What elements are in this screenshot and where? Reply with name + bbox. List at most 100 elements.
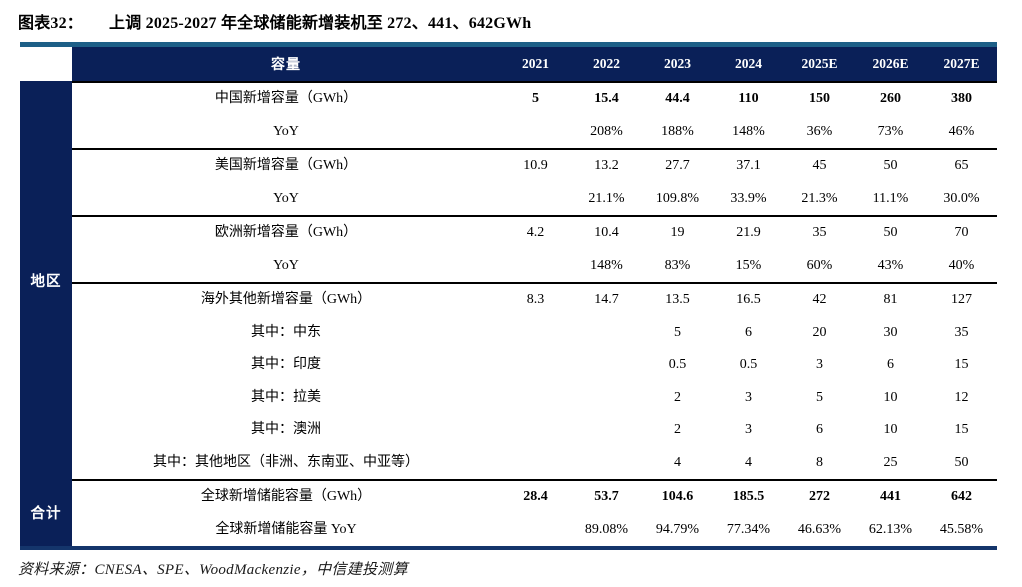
table-corner-cell <box>20 47 72 81</box>
value-cell: 104.6 <box>661 489 694 505</box>
value-cell: 3 <box>745 389 752 405</box>
table-row: YoY 21.1% 109.8% 33.9% 21.3% 11.1% 30.0% <box>72 183 997 216</box>
value-cell: 89.08% <box>584 521 629 537</box>
value-cell: 6 <box>887 357 894 373</box>
row-label-cell: 其中：其他地区（非洲、东南亚、中亚等） <box>153 454 419 470</box>
table-row: 其中：印度 0.5 0.5 3 6 15 <box>72 349 997 382</box>
row-label-cell: 其中：澳洲 <box>251 422 321 438</box>
table-row: 海外其他新增容量（GWh） 8.3 14.7 13.5 16.5 42 81 127 <box>72 284 997 317</box>
value-cell: 45.58% <box>939 521 984 537</box>
value-cell: 50 <box>883 225 898 241</box>
table-row: 其中：澳洲 2 3 6 10 15 <box>72 414 997 447</box>
table-section: 中国新增容量（GWh） 5 15.4 44.4 110 150 260 380 YoY 208% 1… <box>72 81 997 148</box>
row-label-cell: 其中：印度 <box>251 357 321 373</box>
value-cell: 208% <box>590 123 623 139</box>
figure-number-label: 图表32： <box>18 15 84 32</box>
column-header-year: 2022 <box>593 56 620 71</box>
value-cell: 2 <box>674 389 681 405</box>
row-label-cell: YoY <box>273 257 299 273</box>
column-header-year: 2027E <box>943 56 980 71</box>
value-cell: 109.8% <box>655 190 700 206</box>
table-row: 欧洲新增容量（GWh） 4.2 10.4 19 21.9 35 50 70 <box>72 217 997 250</box>
value-cell: 46.63% <box>797 521 842 537</box>
value-cell: 45 <box>812 158 827 174</box>
value-cell: 36% <box>806 123 833 139</box>
table-rows: 中国新增容量（GWh） 5 15.4 44.4 110 150 260 380 YoY 208% 1… <box>72 81 997 546</box>
table-row: YoY 148% 83% 15% 60% 43% 40% <box>72 250 997 283</box>
table-row: 其中：其他地区（非洲、东南亚、中亚等） 4 4 8 25 50 <box>72 447 997 480</box>
value-cell: 42 <box>812 292 827 308</box>
value-cell: 4 <box>674 454 681 470</box>
value-cell: 62.13% <box>868 521 913 537</box>
value-cell: 33.9% <box>730 190 767 206</box>
value-cell: 13.2 <box>594 158 619 174</box>
row-label-cell: 全球新增储能容量（GWh） <box>200 489 372 505</box>
value-cell: 260 <box>880 91 901 107</box>
table-header-row: 容量 2021 2022 2023 2024 2025E 2026E 2027E <box>20 47 997 81</box>
table-row: 全球新增储能容量 YoY 89.08% 94.79% 77.34% 46.63% 62.1… <box>72 514 997 547</box>
value-cell: 110 <box>738 91 759 107</box>
table-bottom-rule <box>20 546 997 550</box>
value-cell: 15 <box>954 357 969 373</box>
value-cell: 40% <box>948 257 975 273</box>
value-cell: 73% <box>877 123 904 139</box>
value-cell: 21.3% <box>801 190 838 206</box>
value-cell: 11.1% <box>872 190 909 206</box>
value-cell: 642 <box>951 489 972 505</box>
value-cell: 2 <box>674 422 681 438</box>
value-cell: 188% <box>661 123 694 139</box>
row-label-cell: YoY <box>273 123 299 139</box>
value-cell: 6 <box>816 422 823 438</box>
value-cell: 20 <box>812 324 827 340</box>
value-cell: 60% <box>806 257 833 273</box>
row-label-cell: 美国新增容量（GWh） <box>214 158 358 174</box>
sidebar-total-label: 合计 <box>20 479 72 546</box>
value-cell: 53.7 <box>594 489 619 505</box>
value-cell: 10 <box>883 422 898 438</box>
value-cell: 150 <box>809 91 830 107</box>
value-cell: 185.5 <box>732 489 765 505</box>
value-cell: 13.5 <box>665 292 690 308</box>
table-section: 全球新增储能容量（GWh） 28.4 53.7 104.6 185.5 272 441 642… <box>72 479 997 546</box>
column-header-year: 2024 <box>735 56 762 71</box>
value-cell: 77.34% <box>726 521 771 537</box>
value-cell: 8.3 <box>526 292 545 308</box>
value-cell: 148% <box>732 123 765 139</box>
row-label-cell: 其中：中东 <box>251 324 321 340</box>
value-cell: 5 <box>532 91 539 107</box>
value-cell: 25 <box>883 454 898 470</box>
value-cell: 15.4 <box>594 91 619 107</box>
table-row-group-sidebar: 地区 合计 <box>20 81 72 546</box>
table-top-rule <box>20 42 997 47</box>
source-note: 资料来源：CNESA、SPE、WoodMackenzie，中信建投测算 <box>18 562 408 578</box>
exhibit-title-text: 上调 2025-2027 年全球储能新增装机至 272、441、642GWh <box>109 15 532 32</box>
value-cell: 21.9 <box>736 225 761 241</box>
row-label-cell: YoY <box>273 190 299 206</box>
value-cell: 5 <box>674 324 681 340</box>
value-cell: 65 <box>954 158 969 174</box>
value-cell: 5 <box>816 389 823 405</box>
value-cell: 10 <box>883 389 898 405</box>
table-row: 美国新增容量（GWh） 10.9 13.2 27.7 37.1 45 50 65 <box>72 150 997 183</box>
value-cell: 3 <box>745 422 752 438</box>
row-label-cell: 其中：拉美 <box>251 389 321 405</box>
value-cell: 10.4 <box>594 225 619 241</box>
value-cell: 148% <box>590 257 623 273</box>
value-cell: 35 <box>812 225 827 241</box>
value-cell: 30 <box>883 324 898 340</box>
value-cell: 15% <box>735 257 762 273</box>
column-header-year: 2025E <box>801 56 838 71</box>
table-section: 美国新增容量（GWh） 10.9 13.2 27.7 37.1 45 50 65 YoY 21.1… <box>72 148 997 215</box>
value-cell: 6 <box>745 324 752 340</box>
value-cell: 28.4 <box>523 489 548 505</box>
value-cell: 10.9 <box>523 158 548 174</box>
value-cell: 14.7 <box>594 292 619 308</box>
column-header-capacity: 容量 <box>271 58 301 73</box>
storage-capacity-table: 容量 2021 2022 2023 2024 2025E 2026E 2027E 地区 合计… <box>20 42 997 550</box>
value-cell: 3 <box>816 357 823 373</box>
value-cell: 50 <box>954 454 969 470</box>
table-row: 全球新增储能容量（GWh） 28.4 53.7 104.6 185.5 272 441 642 <box>72 481 997 514</box>
row-label-cell: 中国新增容量（GWh） <box>214 91 358 107</box>
row-label-cell: 欧洲新增容量（GWh） <box>214 225 358 241</box>
